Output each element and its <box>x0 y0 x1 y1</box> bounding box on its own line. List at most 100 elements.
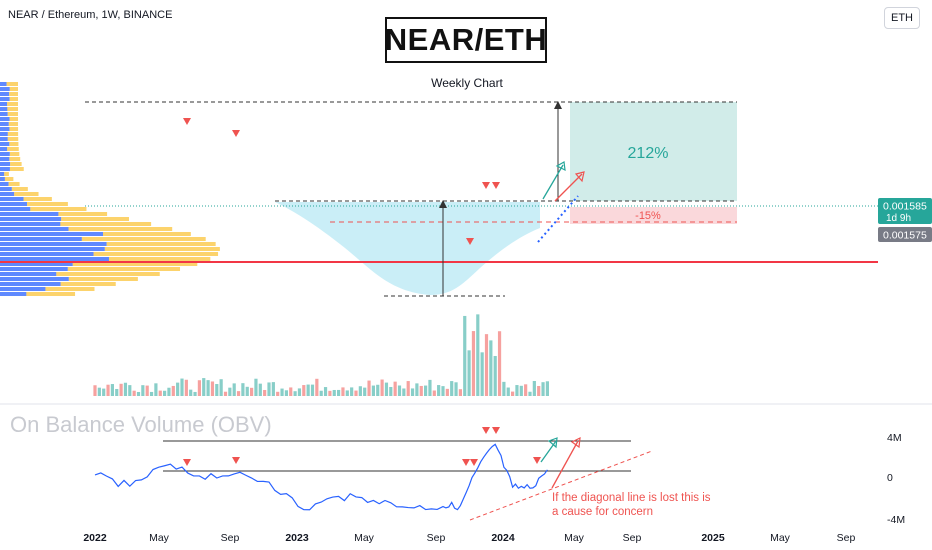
volume-bar <box>123 382 128 396</box>
volume-bar <box>167 387 171 396</box>
top-markers <box>183 118 500 245</box>
volume-bar <box>528 391 532 396</box>
volume-bar <box>193 391 197 396</box>
profile-up-bar <box>0 92 10 96</box>
profile-down-bar <box>67 267 181 271</box>
cup-depth-arrowhead <box>439 200 447 208</box>
time-tick: May <box>354 532 375 544</box>
volume-bar <box>497 331 502 396</box>
profile-up-bar <box>0 222 61 226</box>
volume-bar <box>236 391 241 396</box>
volume-bars <box>93 314 549 396</box>
time-tick: 2022 <box>83 532 107 544</box>
volume-bar <box>345 390 349 396</box>
profile-down-bar <box>10 162 22 166</box>
profile-down-bar <box>9 157 21 161</box>
profile-up-bar <box>0 157 10 161</box>
volume-bar <box>276 391 280 396</box>
volume-bar <box>463 315 467 396</box>
profile-down-bar <box>9 167 24 171</box>
obv-title: On Balance Volume (OBV) <box>10 412 272 437</box>
volume-bar <box>128 385 132 396</box>
volume-bar <box>545 381 549 396</box>
volume-bar <box>367 380 371 396</box>
volume-bar <box>149 391 154 396</box>
profile-down-bar <box>7 102 19 106</box>
volume-bar <box>419 385 423 396</box>
volume-bar <box>450 381 454 396</box>
profile-down-bar <box>11 187 28 191</box>
volume-bar <box>284 390 288 396</box>
profile-up-bar <box>0 167 10 171</box>
volume-bar <box>219 379 223 396</box>
profile-up-bar <box>0 162 11 166</box>
obv-marker <box>232 457 240 464</box>
obv-teal-head <box>547 437 558 449</box>
profile-down-bar <box>7 107 19 111</box>
profile-down-bar <box>6 82 19 86</box>
profile-down-bar <box>23 197 52 201</box>
volume-bar <box>376 384 380 396</box>
profile-up-bar <box>0 122 9 126</box>
sell-marker <box>466 238 474 245</box>
profile-down-bar <box>9 142 19 146</box>
volume-bar <box>441 386 445 396</box>
volume-bar <box>380 379 384 396</box>
volume-bar <box>458 389 462 396</box>
teal-projection-head <box>555 161 566 172</box>
stop-zone <box>570 207 737 224</box>
profile-down-bar <box>9 92 19 96</box>
obv-note-line2: a cause for concern <box>552 506 653 518</box>
profile-down-bar <box>68 277 138 281</box>
profile-down-bar <box>93 252 219 256</box>
volume-bar <box>145 385 149 396</box>
volume-bar <box>358 386 362 396</box>
volume-bar <box>132 390 136 396</box>
obv-tick: -4M <box>887 514 905 526</box>
projection-zones <box>275 102 737 295</box>
profile-up-bar <box>0 112 8 116</box>
profile-down-bar <box>4 172 9 176</box>
obv-line <box>94 443 548 511</box>
profile-up-bar <box>0 187 12 191</box>
time-tick: May <box>564 532 585 544</box>
volume-bar <box>519 385 523 396</box>
currency-button[interactable]: ETH <box>884 7 920 29</box>
profile-down-bar <box>60 222 152 226</box>
volume-bar <box>315 378 319 396</box>
volume-bar <box>97 387 101 396</box>
time-tick: 2024 <box>491 532 515 544</box>
teal-projection-arrow <box>542 164 564 200</box>
volume-bar <box>271 382 275 396</box>
volume-bar <box>293 391 297 396</box>
time-tick: 2023 <box>285 532 309 544</box>
volume-bar <box>476 314 480 396</box>
time-tick: 2025 <box>701 532 725 544</box>
profile-up-bar <box>0 182 9 186</box>
volume-bar <box>250 387 254 396</box>
symbol-header: NEAR / Ethereum, 1W, BINANCE <box>8 9 173 21</box>
volume-profile <box>0 82 220 296</box>
profile-down-bar <box>7 112 19 116</box>
trend-dotted-line <box>537 195 579 243</box>
profile-up-bar <box>0 227 69 231</box>
time-tick: May <box>770 532 791 544</box>
profile-down-bar <box>9 152 20 156</box>
volume-bar <box>489 340 493 396</box>
profile-up-bar <box>0 172 5 176</box>
volume-bar <box>337 389 341 396</box>
volume-bar <box>254 378 258 396</box>
profile-down-bar <box>56 272 160 276</box>
volume-bar <box>263 389 267 396</box>
profile-down-bar <box>72 262 198 266</box>
obv-marker <box>183 459 191 466</box>
profile-up-bar <box>0 207 31 211</box>
profile-up-bar <box>0 137 8 141</box>
profile-down-bar <box>108 257 211 261</box>
volume-bar <box>158 390 162 396</box>
profile-down-bar <box>8 182 20 186</box>
volume-bar <box>323 387 328 396</box>
chart-title: NEAR/ETH <box>384 22 548 57</box>
volume-bar <box>154 383 158 396</box>
